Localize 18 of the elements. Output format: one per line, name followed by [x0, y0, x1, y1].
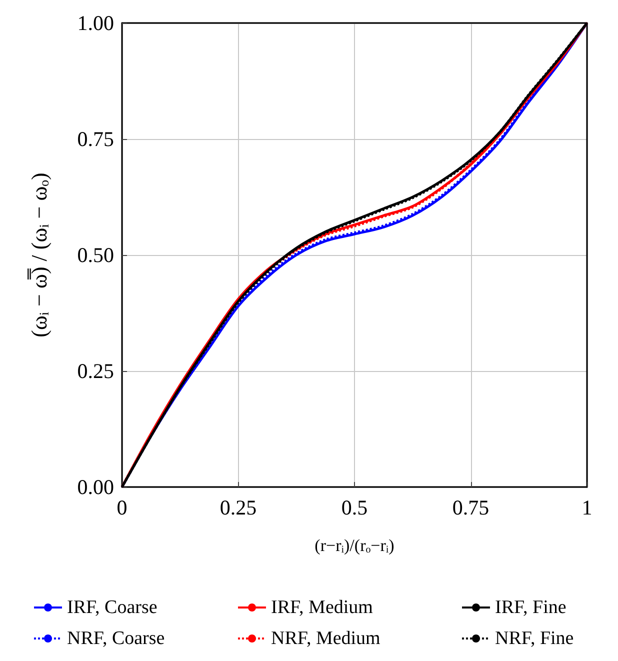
y-axis-title: (ωᵢ − ω̿) / (ωᵢ − ωₒ) [26, 172, 52, 338]
legend-label: IRF, Medium [271, 597, 374, 618]
y-tick-label: 1.00 [77, 11, 114, 35]
x-tick-label: 0.5 [341, 496, 368, 520]
legend-label: IRF, Coarse [67, 597, 158, 618]
y-tick-label: 0.75 [77, 127, 114, 151]
y-tick-label: 0.50 [77, 243, 114, 267]
legend-label: NRF, Coarse [67, 628, 165, 649]
x-tick-label: 0.25 [220, 496, 257, 520]
x-axis-title: (r−rᵢ)/(rₒ−rᵢ) [314, 536, 394, 555]
y-tick-label: 0.00 [77, 475, 114, 499]
y-tick-label: 0.25 [77, 359, 114, 383]
x-tick-label: 1 [582, 496, 592, 520]
x-tick-label: 0.75 [452, 496, 490, 520]
legend-label: NRF, Fine [495, 628, 574, 649]
x-tick-label: 0 [116, 496, 128, 520]
legend-label: NRF, Medium [271, 628, 381, 649]
legend-label: IRF, Fine [495, 597, 566, 618]
